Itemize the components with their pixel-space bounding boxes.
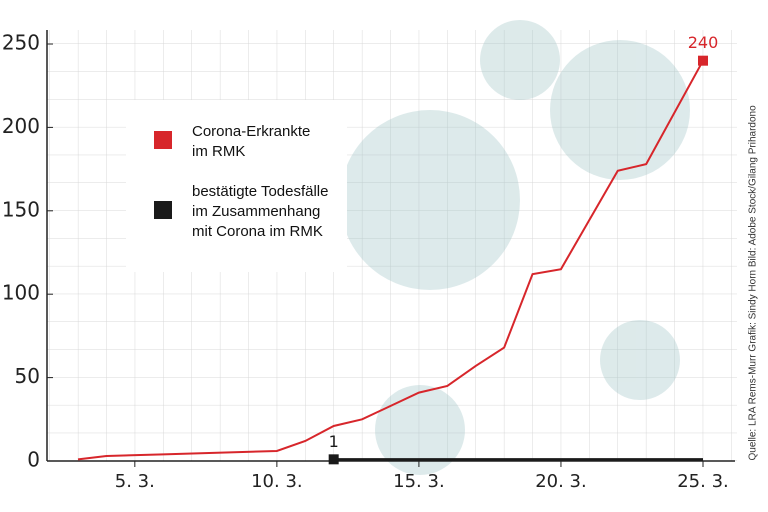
legend: Corona-Erkrankte im RMK bestätigte Todesf… bbox=[126, 100, 347, 272]
point-marker bbox=[328, 454, 339, 465]
legend-swatch bbox=[154, 131, 172, 149]
x-tick-label: 15. 3. bbox=[393, 471, 445, 492]
data-line bbox=[77, 60, 704, 461]
credits: Quelle: LRA Rems-Murr Grafik: Sindy Horn… bbox=[747, 105, 759, 461]
x-tick-label: 5. 3. bbox=[115, 471, 155, 492]
virus-decoration bbox=[340, 20, 690, 475]
value-label: 1 bbox=[329, 432, 339, 451]
y-tick-label: 100 bbox=[2, 281, 40, 305]
value-label: 240 bbox=[688, 33, 719, 52]
legend-label: Corona-Erkrankte im RMK bbox=[192, 123, 311, 160]
y-tick-label: 50 bbox=[15, 364, 40, 388]
y-tick-label: 200 bbox=[2, 114, 40, 138]
x-tick-label: 20. 3. bbox=[535, 471, 587, 492]
x-tick-label: 10. 3. bbox=[251, 471, 303, 492]
y-tick-label: 150 bbox=[2, 197, 40, 221]
point-marker bbox=[698, 55, 708, 66]
y-tick-label: 250 bbox=[2, 31, 40, 55]
x-tick-label: 25. 3. bbox=[677, 471, 729, 492]
legend-swatch bbox=[154, 201, 172, 219]
y-tick-label: 0 bbox=[27, 448, 40, 472]
legend-label: bestätigte Todesfälle im Zusammenhang mi… bbox=[192, 183, 329, 240]
